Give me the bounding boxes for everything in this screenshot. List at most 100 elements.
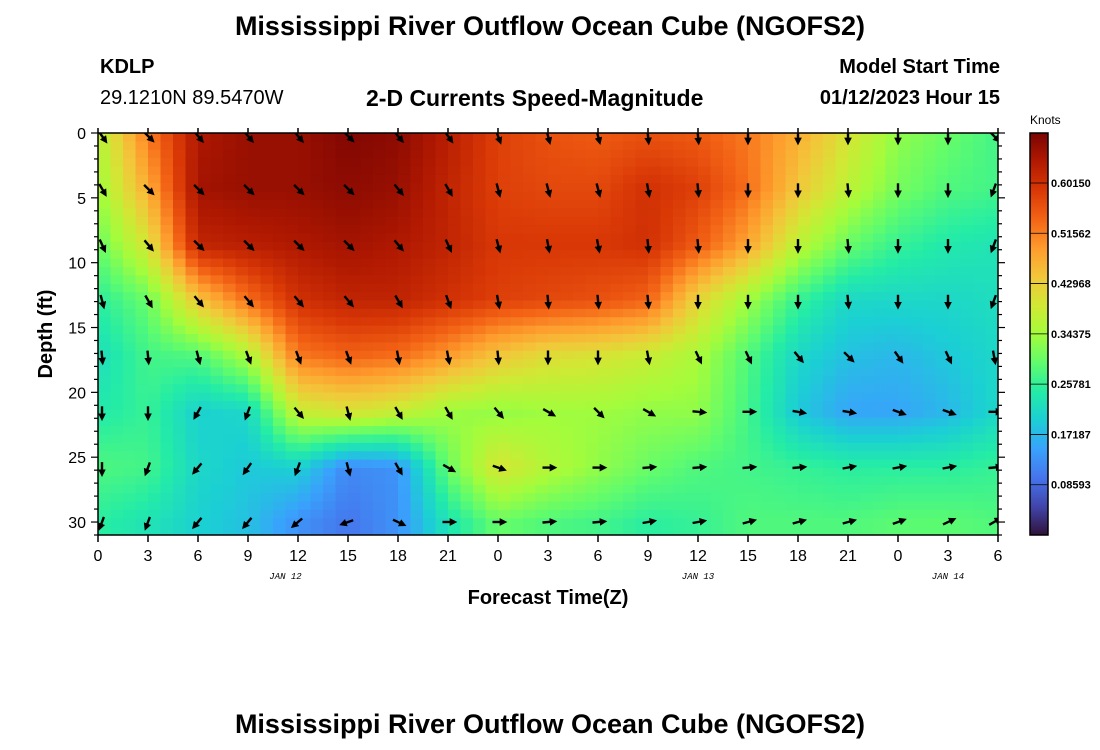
heatmap-cell — [660, 409, 674, 419]
heatmap-cell — [623, 484, 637, 494]
heatmap-cell — [810, 451, 824, 461]
heatmap-cell — [285, 292, 299, 302]
heatmap-cell — [198, 233, 212, 243]
heatmap-cell — [110, 384, 124, 394]
heatmap-cell — [260, 459, 274, 469]
heatmap-cell — [985, 174, 998, 184]
heatmap-cell — [173, 392, 187, 402]
heatmap-cell — [148, 392, 162, 402]
heatmap-cell — [448, 283, 462, 293]
heatmap-cell — [398, 158, 412, 168]
heatmap-cell — [935, 384, 949, 394]
heatmap-cell — [685, 258, 699, 268]
heatmap-cell — [598, 308, 612, 318]
heatmap-cell — [498, 442, 512, 452]
heatmap-cell — [148, 367, 162, 377]
heatmap-cell — [160, 325, 174, 335]
heatmap-cell — [798, 342, 812, 352]
heatmap-cell — [698, 292, 712, 302]
heatmap-cell — [535, 476, 549, 486]
heatmap-cell — [123, 518, 137, 528]
heatmap-cell — [835, 451, 849, 461]
heatmap-cell — [873, 258, 887, 268]
heatmap-cell — [910, 367, 924, 377]
heatmap-cell — [573, 308, 587, 318]
heatmap-cell — [973, 174, 987, 184]
heatmap-cell — [798, 267, 812, 276]
heatmap-cell — [610, 434, 624, 444]
heatmap-cell — [873, 350, 887, 360]
heatmap-cell — [860, 434, 874, 444]
heatmap-cell — [898, 183, 912, 193]
heatmap-cell — [585, 208, 599, 218]
heatmap-cell — [560, 426, 574, 436]
heatmap-cell — [348, 375, 362, 385]
heatmap-cell — [298, 174, 312, 184]
heatmap-cell — [410, 267, 424, 276]
heatmap-cell — [935, 258, 949, 268]
heatmap-cell — [698, 434, 712, 444]
heatmap-cell — [960, 409, 974, 419]
heatmap-cell — [685, 501, 699, 511]
heatmap-cell — [248, 509, 262, 519]
heatmap-cell — [610, 216, 624, 226]
heatmap-cell — [523, 241, 537, 251]
heatmap-cell — [648, 258, 662, 268]
heatmap-cell — [760, 183, 774, 193]
heatmap-cell — [260, 250, 274, 260]
heatmap-cell — [885, 484, 899, 494]
heatmap-cell — [985, 509, 998, 519]
heatmap-cell — [323, 300, 337, 310]
heatmap-cell — [323, 133, 337, 142]
heatmap-cell — [898, 283, 912, 293]
heatmap-cell — [335, 392, 349, 402]
heatmap-cell — [848, 359, 862, 369]
heatmap-cell — [973, 308, 987, 318]
heatmap-cell — [910, 250, 924, 260]
heatmap-cell — [110, 208, 124, 218]
heatmap-cell — [498, 216, 512, 226]
heatmap-cell — [310, 350, 324, 360]
heatmap-cell — [210, 250, 224, 260]
heatmap-cell — [448, 384, 462, 394]
heatmap-cell — [610, 233, 624, 243]
heatmap-cell — [623, 183, 637, 193]
heatmap-cell — [748, 275, 762, 285]
heatmap-cell — [460, 133, 474, 142]
heatmap-cell — [948, 267, 962, 276]
heatmap-cell — [373, 417, 387, 427]
heatmap-cell — [660, 334, 674, 343]
heatmap-cell — [748, 451, 762, 461]
heatmap-cell — [373, 166, 387, 176]
heatmap-cell — [660, 484, 674, 494]
heatmap-cell — [723, 183, 737, 193]
heatmap-cell — [848, 166, 862, 176]
heatmap-cell — [960, 451, 974, 461]
heatmap-cell — [598, 166, 612, 176]
heatmap-cell — [785, 434, 799, 444]
heatmap-cell — [710, 526, 724, 535]
heatmap-cell — [385, 468, 399, 477]
heatmap-cell — [923, 442, 937, 452]
heatmap-cell — [623, 216, 637, 226]
heatmap-cell — [710, 158, 724, 168]
heatmap-cell — [310, 493, 324, 503]
heatmap-cell — [898, 401, 912, 410]
heatmap-cell — [523, 459, 537, 469]
heatmap-cell — [548, 468, 562, 477]
heatmap-cell — [598, 141, 612, 151]
heatmap-cell — [748, 509, 762, 519]
heatmap-cell — [885, 426, 899, 436]
current-arrow — [742, 517, 758, 526]
heatmap-cell — [435, 183, 449, 193]
heatmap-cell — [873, 200, 887, 209]
heatmap-cell — [973, 233, 987, 243]
heatmap-cell — [573, 158, 587, 168]
current-arrow — [193, 239, 205, 252]
heatmap-cell — [185, 484, 199, 494]
heatmap-cell — [823, 283, 837, 293]
heatmap-cell — [898, 509, 912, 519]
current-arrow — [792, 517, 808, 526]
heatmap-cell — [248, 359, 262, 369]
heatmap-cell — [273, 250, 287, 260]
